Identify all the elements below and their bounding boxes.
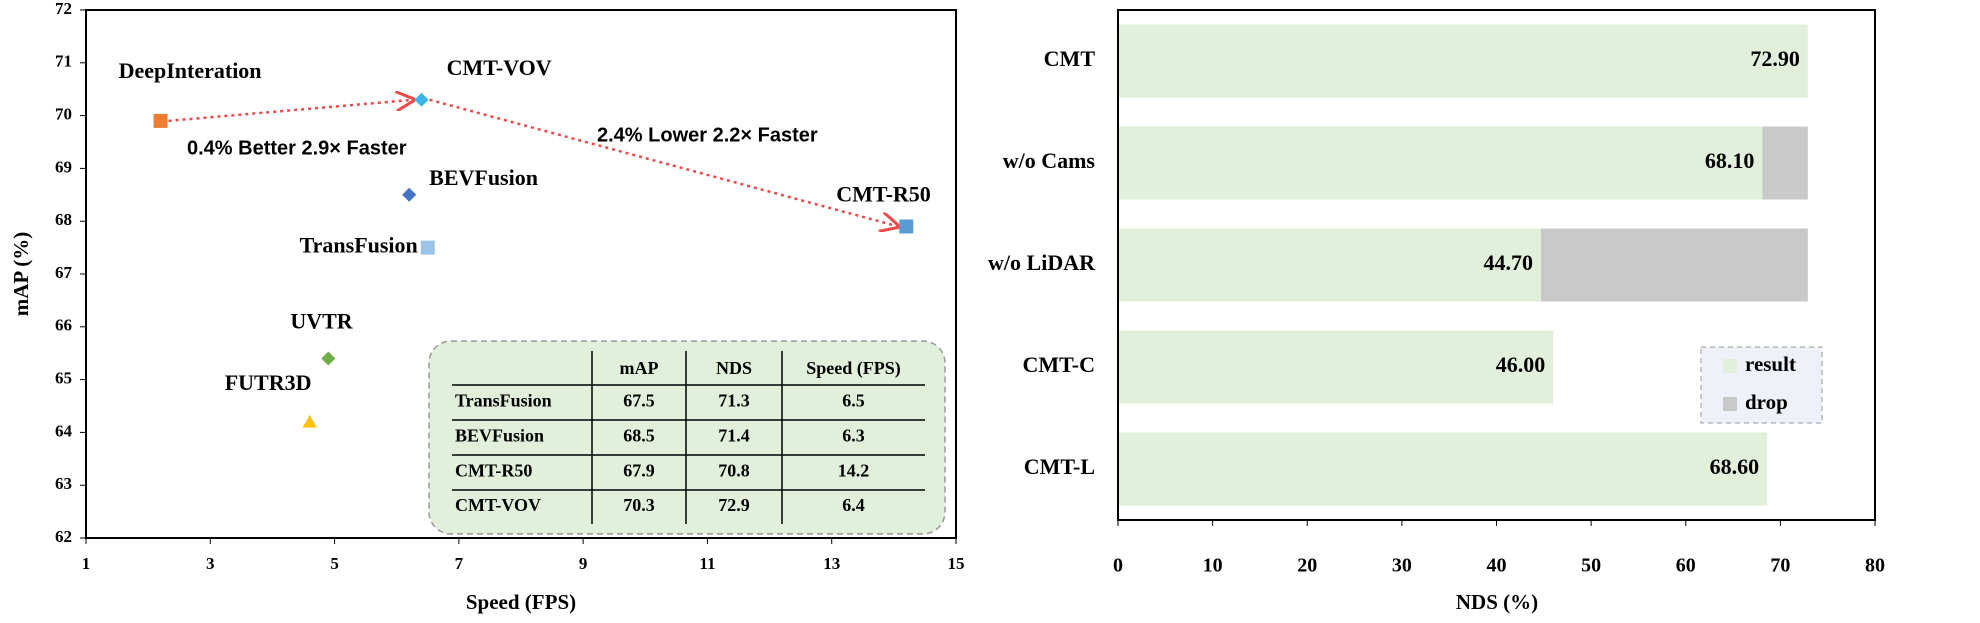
table-header: mAP bbox=[620, 358, 659, 378]
legend-label: drop bbox=[1745, 390, 1788, 414]
y-axis-label: mAP (%) bbox=[9, 232, 33, 317]
table-cell: 67.5 bbox=[623, 391, 655, 411]
category-label: CMT-L bbox=[1024, 454, 1095, 479]
bar-segment bbox=[1762, 126, 1808, 200]
category-label: CMT-C bbox=[1022, 352, 1095, 377]
value-label: 68.60 bbox=[1710, 454, 1760, 479]
y-tick-label: 65 bbox=[55, 369, 72, 388]
x-tick-label: 1 bbox=[82, 554, 91, 573]
legend-label: result bbox=[1745, 352, 1796, 376]
y-tick-label: 62 bbox=[55, 527, 72, 546]
point-label: CMT-VOV bbox=[447, 55, 552, 80]
y-tick-label: 70 bbox=[55, 105, 72, 124]
value-label: 44.70 bbox=[1483, 250, 1533, 275]
x-tick-label: 15 bbox=[948, 554, 965, 573]
x-tick-label: 70 bbox=[1770, 555, 1790, 577]
table-cell: 70.3 bbox=[623, 495, 655, 515]
x-tick-label: 50 bbox=[1581, 555, 1601, 577]
x-tick-label: 40 bbox=[1487, 555, 1507, 577]
point-label: UVTR bbox=[290, 309, 353, 334]
table-cell: 71.4 bbox=[718, 426, 750, 446]
value-label: 68.10 bbox=[1705, 148, 1755, 173]
annotation: 0.4% Better 2.9× Faster bbox=[187, 137, 407, 159]
table-header: NDS bbox=[716, 358, 752, 378]
table-box bbox=[428, 340, 946, 535]
x-tick-label: 0 bbox=[1113, 555, 1123, 577]
table-cell: 70.8 bbox=[718, 461, 750, 481]
point bbox=[321, 351, 336, 366]
table-row-name: BEVFusion bbox=[455, 426, 544, 446]
x-axis-label: NDS (%) bbox=[1456, 590, 1538, 614]
y-tick-label: 71 bbox=[55, 52, 72, 71]
bar-segment bbox=[1118, 432, 1768, 506]
y-tick-label: 69 bbox=[55, 157, 72, 176]
bar-segment bbox=[1118, 126, 1763, 200]
point bbox=[414, 92, 429, 107]
point bbox=[153, 113, 168, 128]
x-tick-label: 3 bbox=[206, 554, 215, 573]
legend-swatch bbox=[1723, 359, 1737, 373]
table-row-name: CMT-R50 bbox=[455, 461, 532, 481]
bar-segment bbox=[1118, 330, 1554, 404]
table-cell: 6.4 bbox=[842, 495, 865, 515]
point bbox=[899, 219, 914, 234]
x-tick-label: 20 bbox=[1297, 555, 1317, 577]
y-tick-label: 67 bbox=[55, 263, 73, 282]
table-row-name: TransFusion bbox=[455, 391, 552, 411]
x-tick-label: 11 bbox=[699, 554, 715, 573]
bar-segment bbox=[1540, 228, 1808, 302]
table-cell: 67.9 bbox=[623, 461, 655, 481]
value-label: 72.90 bbox=[1750, 46, 1800, 71]
y-tick-label: 64 bbox=[55, 421, 73, 440]
point-label: BEVFusion bbox=[429, 165, 538, 190]
y-tick-label: 66 bbox=[55, 316, 72, 335]
arrow bbox=[429, 98, 899, 227]
x-tick-label: 5 bbox=[330, 554, 339, 573]
table-cell: 71.3 bbox=[718, 391, 750, 411]
table-row-name: CMT-VOV bbox=[455, 495, 541, 515]
value-label: 46.00 bbox=[1496, 352, 1546, 377]
table-cell: 14.2 bbox=[838, 461, 870, 481]
y-tick-label: 68 bbox=[55, 210, 72, 229]
point bbox=[420, 240, 435, 255]
table-cell: 72.9 bbox=[718, 495, 750, 515]
category-label: w/o Cams bbox=[1003, 148, 1096, 173]
x-tick-label: 30 bbox=[1392, 555, 1412, 577]
x-tick-label: 80 bbox=[1865, 555, 1885, 577]
arrow bbox=[168, 100, 414, 123]
annotation: 2.4% Lower 2.2× Faster bbox=[597, 124, 818, 146]
point-label: DeepInteration bbox=[119, 58, 262, 83]
y-tick-label: 72 bbox=[55, 0, 72, 18]
y-tick-label: 63 bbox=[55, 474, 72, 493]
legend-box bbox=[1700, 346, 1823, 424]
point bbox=[302, 414, 317, 428]
table-cell: 6.3 bbox=[842, 426, 865, 446]
table-cell: 6.5 bbox=[842, 391, 865, 411]
x-axis-label: Speed (FPS) bbox=[466, 590, 576, 614]
x-tick-label: 60 bbox=[1676, 555, 1696, 577]
point bbox=[402, 187, 417, 202]
x-tick-label: 13 bbox=[823, 554, 840, 573]
category-label: CMT bbox=[1044, 46, 1096, 71]
point-label: CMT-R50 bbox=[836, 182, 931, 207]
point-label: FUTR3D bbox=[225, 370, 312, 395]
x-tick-label: 9 bbox=[579, 554, 588, 573]
bar-segment bbox=[1118, 228, 1541, 302]
x-tick-label: 7 bbox=[455, 554, 464, 573]
x-tick-label: 10 bbox=[1203, 555, 1223, 577]
point-label: TransFusion bbox=[300, 233, 418, 258]
category-label: w/o LiDAR bbox=[988, 250, 1096, 275]
legend-swatch bbox=[1723, 397, 1737, 411]
table-cell: 68.5 bbox=[623, 426, 655, 446]
bar-segment bbox=[1118, 24, 1808, 98]
table-header: Speed (FPS) bbox=[806, 358, 901, 379]
